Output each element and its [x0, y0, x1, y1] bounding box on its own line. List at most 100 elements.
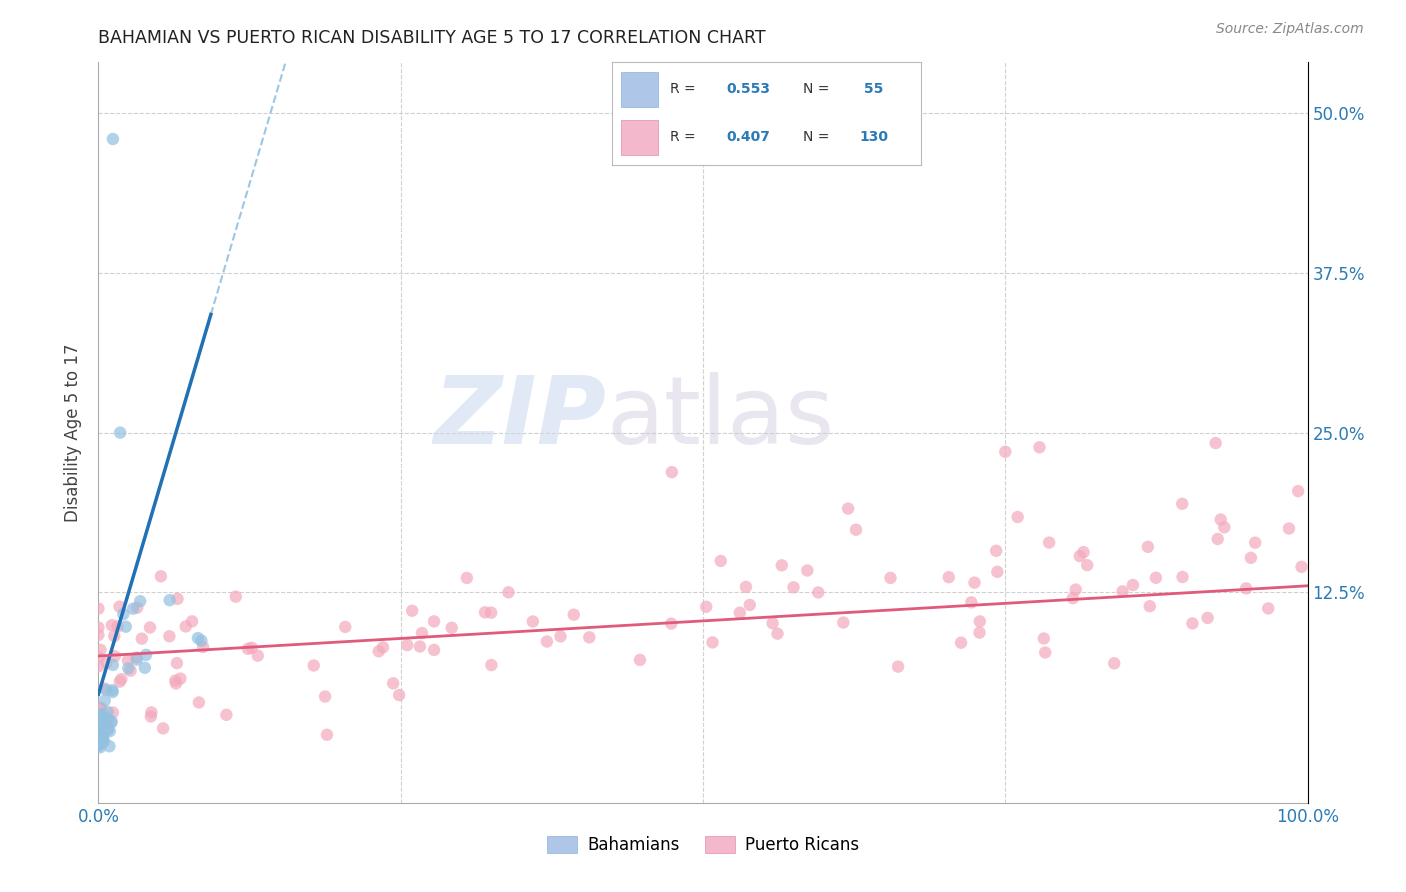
Text: BAHAMIAN VS PUERTO RICAN DISABILITY AGE 5 TO 17 CORRELATION CHART: BAHAMIAN VS PUERTO RICAN DISABILITY AGE …: [98, 29, 766, 47]
Point: [761, 616, 783, 631]
Point: [97, 711, 120, 725]
Point: [1028, 440, 1050, 454]
Point: [409, 640, 432, 654]
Point: [1139, 599, 1161, 614]
Bar: [621, 71, 658, 106]
Point: [87, 734, 110, 748]
Point: [190, 633, 212, 648]
Point: [94, 693, 117, 707]
Point: [710, 554, 733, 568]
Point: [87, 650, 110, 665]
Point: [98, 724, 121, 739]
Point: [101, 657, 124, 672]
Point: [125, 650, 148, 665]
Point: [1122, 578, 1144, 592]
Point: [371, 640, 394, 655]
Point: [101, 706, 124, 720]
Point: [101, 618, 124, 632]
Point: [474, 605, 496, 619]
Point: [1062, 591, 1084, 606]
Point: [1286, 484, 1309, 499]
Point: [87, 659, 110, 673]
Point: [89, 726, 111, 740]
Point: [738, 598, 761, 612]
Point: [367, 644, 389, 658]
Point: [479, 606, 502, 620]
Point: [104, 649, 127, 664]
Point: [938, 570, 960, 584]
Point: [994, 444, 1017, 458]
Point: [89, 642, 111, 657]
Point: [986, 565, 1008, 579]
Point: [969, 615, 991, 629]
Text: 0.553: 0.553: [725, 82, 770, 96]
Point: [479, 658, 502, 673]
Point: [536, 634, 558, 648]
Point: [96, 656, 118, 670]
Point: [1213, 520, 1236, 534]
Point: [120, 664, 142, 678]
Point: [1076, 558, 1098, 573]
Point: [316, 728, 339, 742]
Point: [440, 621, 463, 635]
Point: [108, 599, 131, 614]
Point: [90, 730, 112, 744]
Point: [246, 648, 269, 663]
Point: [97, 723, 120, 737]
Point: [114, 620, 136, 634]
Point: [423, 643, 446, 657]
Point: [1244, 535, 1267, 549]
Text: Source: ZipAtlas.com: Source: ZipAtlas.com: [1216, 22, 1364, 37]
Point: [986, 543, 1008, 558]
Point: [90, 700, 112, 714]
Point: [1206, 532, 1229, 546]
Point: [1136, 540, 1159, 554]
Point: [837, 501, 859, 516]
Point: [87, 738, 110, 752]
Text: 130: 130: [859, 130, 889, 145]
Point: [129, 594, 152, 608]
Point: [174, 619, 197, 633]
Point: [93, 718, 115, 732]
Point: [1209, 512, 1232, 526]
Point: [157, 629, 180, 643]
Point: [89, 706, 111, 721]
Point: [98, 739, 121, 754]
Point: [963, 575, 986, 590]
Point: [728, 606, 751, 620]
Point: [832, 615, 855, 630]
Point: [314, 690, 336, 704]
Point: [950, 635, 973, 649]
Point: [225, 590, 247, 604]
Point: [100, 715, 122, 730]
Point: [702, 635, 724, 649]
Point: [112, 607, 135, 622]
Point: [87, 723, 110, 737]
Point: [87, 737, 110, 751]
Point: [396, 638, 419, 652]
Point: [181, 615, 204, 629]
Point: [187, 695, 209, 709]
Point: [165, 676, 187, 690]
Point: [87, 739, 110, 753]
Text: R =: R =: [671, 82, 700, 96]
Point: [152, 722, 174, 736]
Point: [1038, 535, 1060, 549]
Point: [93, 681, 115, 696]
Point: [89, 740, 111, 755]
Point: [887, 659, 910, 673]
Point: [456, 571, 478, 585]
Point: [796, 564, 818, 578]
Point: [215, 707, 238, 722]
Point: [187, 631, 209, 645]
Text: N =: N =: [803, 82, 834, 96]
Point: [90, 722, 112, 736]
Point: [90, 702, 112, 716]
Point: [766, 626, 789, 640]
Point: [134, 661, 156, 675]
Point: [578, 631, 600, 645]
Point: [91, 731, 114, 745]
Point: [423, 615, 446, 629]
Point: [1007, 510, 1029, 524]
Point: [91, 734, 114, 748]
